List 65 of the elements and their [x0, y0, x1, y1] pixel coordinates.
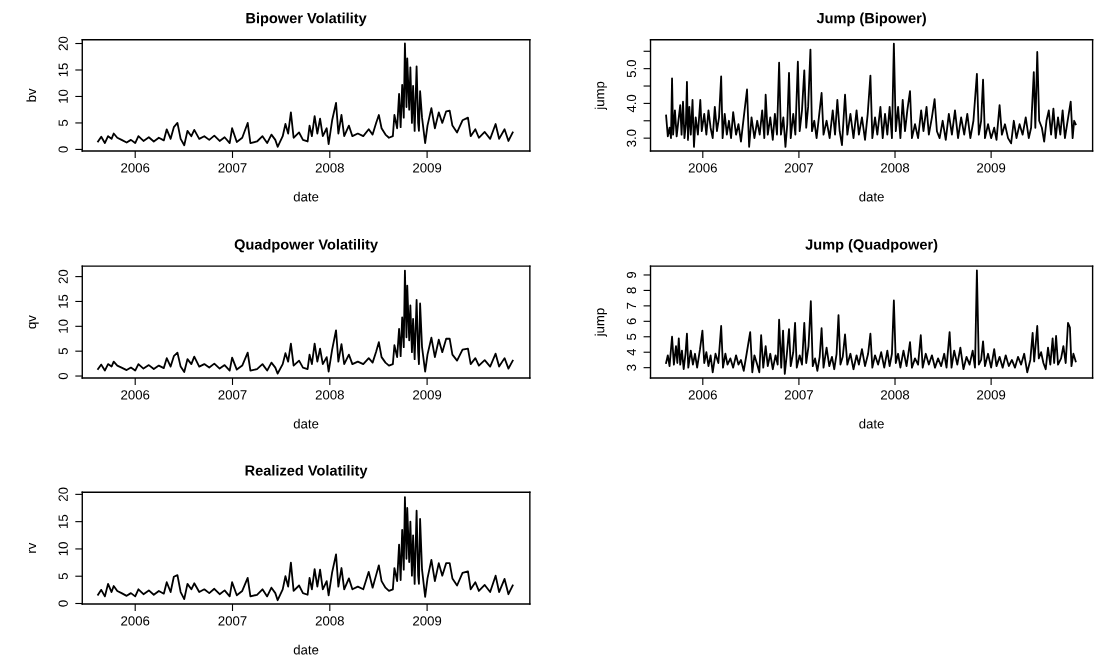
- x-tick-label: 2006: [688, 163, 717, 173]
- chart-title: Bipower Volatility: [246, 12, 367, 27]
- x-axis-title: date: [859, 191, 884, 202]
- x-tick-label: 2008: [315, 390, 344, 400]
- y-tick-label: 4.0: [626, 94, 637, 113]
- x-tick-label: 2009: [977, 390, 1006, 400]
- y-tick-label: 7: [626, 302, 636, 309]
- chart-title: Jump (Bipower): [816, 12, 926, 27]
- x-tick-label: 2009: [977, 163, 1006, 173]
- line-series: [665, 269, 1077, 375]
- x-tick-label: 2009: [413, 616, 442, 626]
- y-axis-title: qv: [28, 315, 39, 329]
- x-axis-title: date: [859, 418, 884, 429]
- y-tick-label: 0: [58, 146, 68, 153]
- x-axis-title: date: [293, 644, 319, 655]
- y-tick-label: 9: [626, 271, 637, 279]
- chart-title: Realized Volatility: [245, 464, 368, 479]
- y-axis-title: jump: [594, 308, 607, 337]
- y-tick-label: 0: [58, 372, 68, 380]
- x-tick-label: 2008: [315, 616, 344, 626]
- y-tick-label: 3.0: [626, 129, 637, 147]
- x-tick-label: 2007: [784, 163, 813, 173]
- y-tick-label: 5: [58, 348, 68, 355]
- y-tick-label: 15: [58, 514, 68, 528]
- y-tick-label: 0: [58, 600, 68, 607]
- x-tick-label: 2006: [121, 390, 150, 400]
- y-tick-label: 10: [58, 542, 68, 556]
- y-tick-label: 3: [626, 364, 637, 371]
- y-tick-label: 15: [58, 294, 68, 308]
- x-tick-label: 2006: [688, 390, 717, 400]
- y-axis-title: jump: [594, 81, 607, 111]
- y-tick-label: 15: [58, 63, 68, 77]
- line-series: [665, 42, 1077, 148]
- line-series: [97, 269, 514, 375]
- x-tick-label: 2007: [218, 616, 247, 626]
- x-tick-label: 2008: [881, 163, 910, 173]
- y-tick-label: 5: [626, 333, 637, 340]
- x-tick-label: 2006: [121, 616, 150, 626]
- y-tick-label: 5: [58, 119, 68, 127]
- y-tick-label: 5.0: [626, 60, 637, 78]
- x-axis-title: date: [293, 191, 319, 202]
- y-tick-label: 20: [58, 36, 68, 51]
- y-tick-label: 4: [626, 348, 636, 356]
- chart-title: Quadpower Volatility: [234, 238, 378, 253]
- x-tick-label: 2007: [784, 390, 813, 400]
- y-tick-label: 10: [58, 319, 68, 333]
- y-tick-label: 20: [58, 269, 68, 284]
- x-tick-label: 2007: [218, 163, 247, 173]
- y-axis-title: rv: [28, 542, 36, 553]
- y-axis-title: bv: [26, 88, 37, 102]
- x-tick-label: 2007: [218, 390, 247, 400]
- x-axis-title: date: [293, 418, 319, 429]
- y-tick-label: 5: [58, 573, 68, 580]
- x-tick-label: 2008: [315, 163, 344, 173]
- x-tick-label: 2009: [413, 163, 442, 173]
- x-tick-label: 2006: [121, 163, 150, 173]
- chart-title: Jump (Quadpower): [805, 238, 938, 253]
- x-tick-label: 2008: [881, 390, 910, 400]
- y-tick-label: 10: [58, 89, 68, 103]
- y-tick-label: 8: [626, 287, 637, 294]
- y-tick-label: 20: [58, 487, 68, 502]
- line-series: [97, 496, 514, 602]
- line-series: [97, 42, 514, 148]
- y-tick-label: 6: [626, 318, 637, 325]
- x-tick-label: 2009: [413, 390, 442, 400]
